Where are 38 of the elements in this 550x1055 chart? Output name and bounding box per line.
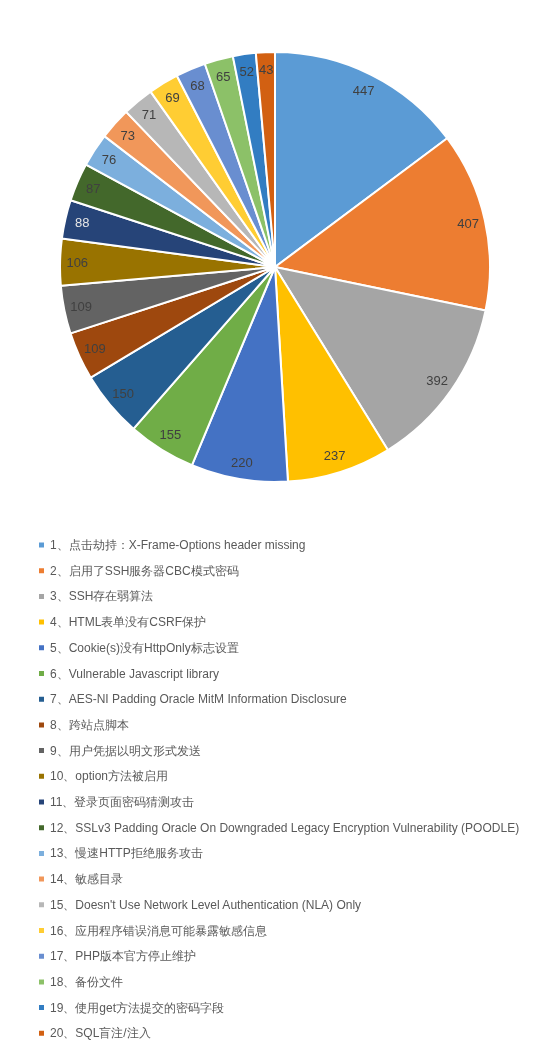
data-label: 106	[66, 254, 89, 270]
legend-label: 11、登录页面密码猜测攻击	[50, 795, 195, 809]
legend-label: 13、慢速HTTP拒绝服务攻击	[50, 846, 203, 861]
legend-label: 15、Doesn't Use Network Level Authentication (NLA) Only	[50, 897, 362, 912]
data-label: 109	[84, 341, 106, 357]
legend-label: 10、option方法被启用	[50, 769, 169, 784]
data-label: 43	[258, 61, 274, 77]
data-label: 392	[426, 372, 448, 388]
legend-label: 3、SSH存在弱算法	[50, 589, 154, 604]
legend-label: 16、应用程序错误消息可能暴露敏感信息	[50, 923, 268, 938]
legend-label: 19、使用get方法提交的密码字段	[50, 1000, 225, 1015]
data-label: 150	[112, 386, 135, 402]
legend-label: 12、SSLv3 Padding Oracle On Downgraded Legacy Encryption Vulnerability (POODLE)	[50, 820, 520, 835]
data-label: 407	[457, 216, 479, 232]
data-label: 73	[120, 127, 135, 143]
data-label: 52	[239, 63, 254, 79]
legend-label: 6、Vulnerable Javascript library	[50, 666, 219, 681]
legend-label: 5、Cookie(s)没有HttpOnly标志设置	[50, 640, 239, 655]
legend-label: 1、点击劫持：X-Frame-Options header missing	[50, 538, 306, 552]
data-label: 69	[165, 90, 180, 106]
data-label: 76	[101, 151, 117, 167]
data-label: 68	[190, 77, 205, 93]
data-label: 237	[323, 448, 346, 464]
data-label: 65	[215, 68, 231, 84]
legend-label: 17、PHP版本官方停止维护	[50, 949, 197, 964]
data-label: 155	[159, 427, 182, 443]
legend-label: 18、备份文件	[50, 974, 124, 989]
data-label: 447	[352, 82, 375, 98]
data-label: 88	[74, 215, 90, 231]
legend-label: 8、跨站点脚本	[50, 717, 129, 732]
legend-label: 2、启用了SSH服务器CBC模式密码	[50, 563, 239, 578]
legend-label: 20、SQL盲注/注入	[50, 1026, 151, 1041]
legend-label: 4、HTML表单没有CSRF保护	[50, 615, 207, 630]
legend-label: 7、AES-NI Padding Oracle MitM Information Disclosure	[50, 692, 348, 707]
data-label: 220	[231, 454, 253, 470]
legend-label: 14、敏感目录	[50, 872, 124, 887]
data-label: 71	[141, 107, 157, 123]
legend-label: 9、用户凭据以明文形式发送	[50, 743, 201, 758]
